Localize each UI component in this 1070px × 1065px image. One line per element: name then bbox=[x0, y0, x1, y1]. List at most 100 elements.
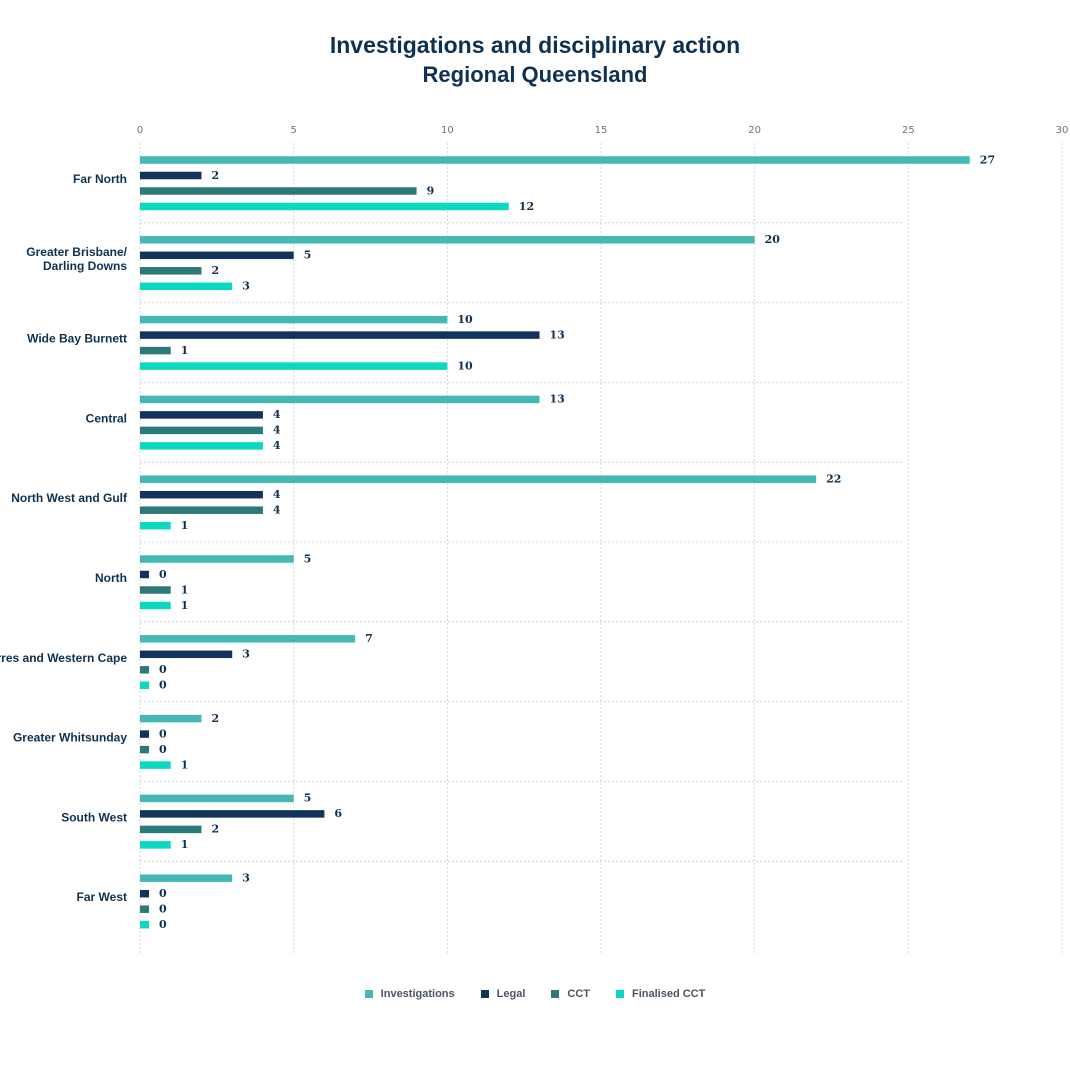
data-label: 0 bbox=[159, 918, 167, 931]
bar bbox=[140, 251, 294, 260]
data-label: 1 bbox=[181, 344, 189, 357]
bar bbox=[140, 346, 171, 355]
bar bbox=[140, 362, 448, 370]
bar bbox=[140, 315, 448, 324]
category-label: Far North bbox=[73, 172, 127, 186]
x-tick-label: 5 bbox=[290, 125, 296, 136]
legend: Investigations Legal CCT Finalised CCT bbox=[0, 988, 1070, 1000]
category-label: North bbox=[95, 571, 127, 585]
data-label: 3 bbox=[242, 648, 250, 661]
bar bbox=[140, 586, 171, 594]
category-label: Far West bbox=[77, 890, 127, 904]
bar bbox=[140, 411, 263, 419]
data-label: 3 bbox=[242, 871, 250, 884]
bar bbox=[140, 475, 817, 483]
data-label: 0 bbox=[159, 568, 167, 581]
bar bbox=[140, 555, 294, 563]
bar bbox=[140, 745, 149, 754]
data-label: 1 bbox=[181, 599, 189, 612]
data-label: 4 bbox=[273, 408, 281, 421]
data-label: 0 bbox=[159, 663, 167, 676]
data-label: 10 bbox=[457, 313, 473, 326]
data-label: 0 bbox=[159, 887, 167, 900]
bar bbox=[140, 730, 149, 738]
data-label: 2 bbox=[211, 169, 219, 182]
category-label: Wide Bay Burnett bbox=[27, 332, 127, 346]
bar bbox=[140, 442, 263, 450]
bar bbox=[140, 426, 263, 435]
data-label: 13 bbox=[550, 328, 565, 341]
category-label: Greater Whitsunday bbox=[13, 731, 127, 745]
legend-item-cct: CCT bbox=[551, 988, 590, 1000]
data-label: 4 bbox=[273, 488, 281, 501]
bar bbox=[140, 635, 356, 643]
data-label: 12 bbox=[519, 200, 534, 213]
data-label: 3 bbox=[242, 280, 250, 293]
data-label: 1 bbox=[181, 583, 189, 596]
legend-label: Finalised CCT bbox=[631, 988, 706, 1000]
data-label: 0 bbox=[159, 902, 167, 915]
bar bbox=[140, 171, 202, 180]
data-label: 4 bbox=[273, 424, 281, 437]
bar bbox=[140, 825, 202, 834]
category-label: Central bbox=[86, 411, 127, 425]
data-label: 0 bbox=[159, 679, 167, 692]
bar bbox=[140, 282, 233, 291]
data-label: 5 bbox=[304, 552, 312, 565]
data-label: 4 bbox=[273, 439, 281, 452]
legend-label: Legal bbox=[496, 988, 526, 1000]
legend-item-finalised-cct: Finalised CCT bbox=[615, 988, 706, 1000]
bar bbox=[140, 236, 755, 244]
data-label: 1 bbox=[181, 758, 189, 771]
legend-swatch-cct bbox=[551, 990, 560, 998]
data-label: 10 bbox=[457, 359, 473, 372]
data-label: 7 bbox=[365, 632, 373, 645]
bar bbox=[140, 714, 202, 723]
data-label: 5 bbox=[304, 792, 312, 805]
legend-label: CCT bbox=[567, 988, 590, 1000]
x-tick-label: 20 bbox=[748, 125, 761, 136]
bar bbox=[140, 666, 149, 674]
category-label: Greater Brisbane/Darling Downs bbox=[26, 245, 127, 273]
category-label: South West bbox=[61, 810, 127, 824]
bar bbox=[140, 810, 325, 818]
bar bbox=[140, 905, 149, 913]
legend-swatch-finalised-cct bbox=[615, 990, 624, 998]
bar bbox=[140, 920, 149, 929]
bar bbox=[140, 202, 509, 211]
data-label: 6 bbox=[334, 807, 342, 820]
legend-label: Investigations bbox=[380, 988, 455, 1000]
bar bbox=[140, 570, 149, 579]
bar bbox=[140, 681, 149, 690]
bar bbox=[140, 187, 417, 195]
bar bbox=[140, 490, 263, 499]
x-tick-label: 25 bbox=[902, 125, 915, 136]
data-label: 0 bbox=[159, 727, 167, 740]
x-tick-label: 0 bbox=[137, 125, 143, 136]
bar bbox=[140, 395, 540, 404]
data-label: 13 bbox=[550, 393, 565, 406]
category-label: North West and Gulf bbox=[11, 491, 128, 505]
bar bbox=[140, 506, 263, 514]
bar bbox=[140, 331, 540, 339]
legend-swatch-investigations bbox=[364, 990, 373, 998]
bar bbox=[140, 794, 294, 803]
bar bbox=[140, 267, 202, 275]
data-label: 1 bbox=[181, 519, 189, 532]
bar bbox=[140, 841, 171, 849]
chart-subtitle: Regional Queensland bbox=[422, 62, 648, 87]
bar bbox=[140, 650, 233, 659]
data-label: 0 bbox=[159, 743, 167, 756]
bar bbox=[140, 874, 233, 882]
x-tick-label: 10 bbox=[441, 125, 454, 136]
x-tick-label: 15 bbox=[595, 125, 608, 136]
bar bbox=[140, 521, 171, 530]
data-label: 2 bbox=[211, 823, 219, 836]
chart-title: Investigations and disciplinary action bbox=[329, 32, 741, 58]
legend-swatch-legal bbox=[480, 990, 489, 998]
legend-item-investigations: Investigations bbox=[364, 988, 455, 1000]
data-label: 20 bbox=[765, 233, 781, 246]
bar bbox=[140, 889, 149, 898]
data-label: 5 bbox=[304, 249, 312, 262]
bar bbox=[140, 761, 171, 769]
